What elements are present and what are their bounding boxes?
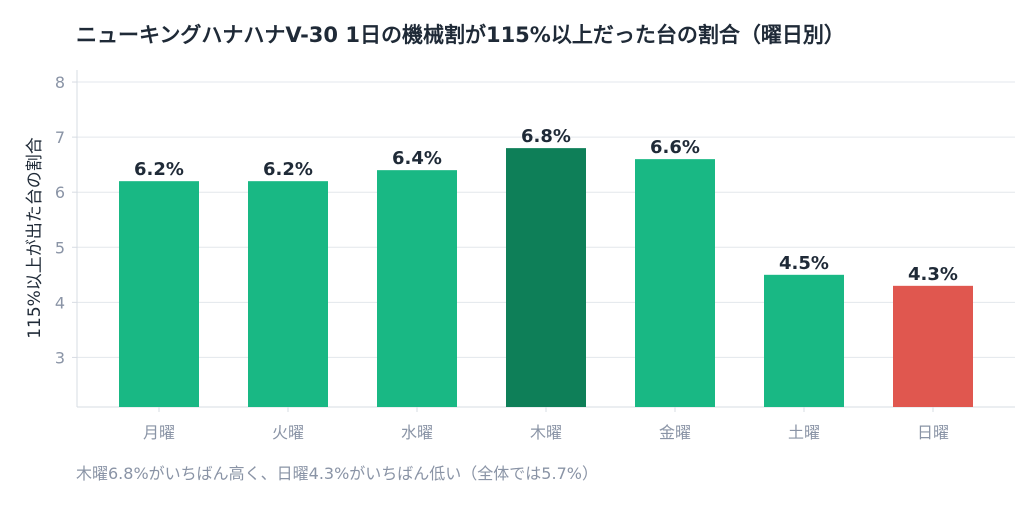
y-tick-label: 5 (55, 238, 65, 257)
bar (119, 181, 199, 407)
x-tick-label: 金曜 (659, 423, 691, 442)
chart-title: ニューキングハナハナV-30 1日の機械割が115%以上だった台の割合（曜日別） (76, 23, 845, 47)
data-label: 4.5% (779, 253, 829, 274)
y-tick-label: 3 (55, 348, 65, 367)
y-tick-label: 6 (55, 183, 65, 202)
data-label: 6.4% (392, 148, 442, 169)
bar (506, 148, 586, 407)
bar (635, 159, 715, 407)
bars (119, 148, 973, 407)
bar (377, 170, 457, 407)
data-label: 4.3% (908, 264, 958, 285)
data-label: 6.8% (521, 126, 571, 147)
x-axis (77, 406, 1015, 412)
y-tick-label: 4 (55, 293, 65, 312)
chart-note: 木曜6.8%がいちばん高く、日曜4.3%がいちばん低い（全体では5.7%） (76, 464, 598, 483)
x-tick-label: 木曜 (530, 423, 562, 442)
x-tick-label: 水曜 (401, 423, 433, 442)
bar (764, 274, 844, 407)
y-tick-label: 8 (55, 73, 65, 92)
x-tick-labels: 月曜 火曜 水曜 木曜 金曜 土曜 日曜 (143, 423, 949, 442)
data-label: 6.2% (134, 159, 184, 180)
y-axis: 3 4 5 6 7 8 (55, 70, 78, 407)
x-tick-label: 土曜 (788, 423, 820, 442)
x-tick-label: 火曜 (272, 423, 304, 442)
data-label: 6.6% (650, 137, 700, 158)
x-tick-label: 月曜 (143, 423, 175, 442)
data-labels: 6.2% 6.2% 6.4% 6.8% 6.6% 4.5% 4.3% (134, 126, 958, 285)
x-tick-label: 日曜 (917, 423, 949, 442)
bar (248, 181, 328, 407)
bar (893, 285, 973, 407)
data-label: 6.2% (263, 159, 313, 180)
y-axis-label: 115%以上が出た台の割合 (25, 137, 45, 339)
y-tick-label: 7 (55, 128, 65, 147)
